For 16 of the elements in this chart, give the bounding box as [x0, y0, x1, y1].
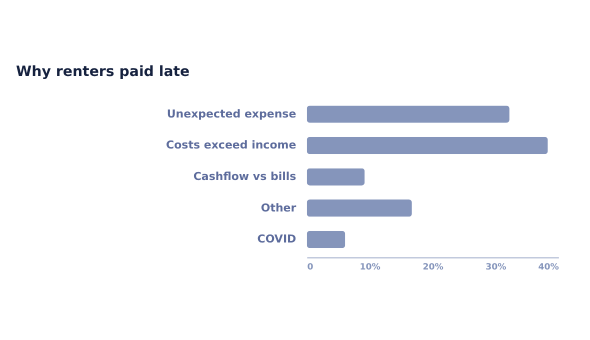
- x-tick-label: 40%: [538, 262, 560, 273]
- x-tick-label: 0: [307, 262, 314, 273]
- bar: [306, 136, 548, 154]
- y-tick-label: Cashflow vs bills: [193, 170, 297, 183]
- y-tick-label: COVID: [257, 232, 296, 246]
- y-tick-label: Costs exceed income: [166, 138, 296, 152]
- y-tick-label: Unexpected expense: [166, 107, 296, 120]
- x-tick-label: 20%: [422, 262, 444, 273]
- x-tick-label: 10%: [360, 262, 381, 273]
- x-tick-label: 30%: [486, 262, 507, 273]
- bar: [306, 106, 510, 123]
- bar: [306, 168, 365, 186]
- text: Why renters paid late: [16, 64, 190, 80]
- bar: [306, 230, 346, 248]
- y-tick-label: Other: [260, 201, 297, 214]
- bar: [306, 200, 412, 217]
